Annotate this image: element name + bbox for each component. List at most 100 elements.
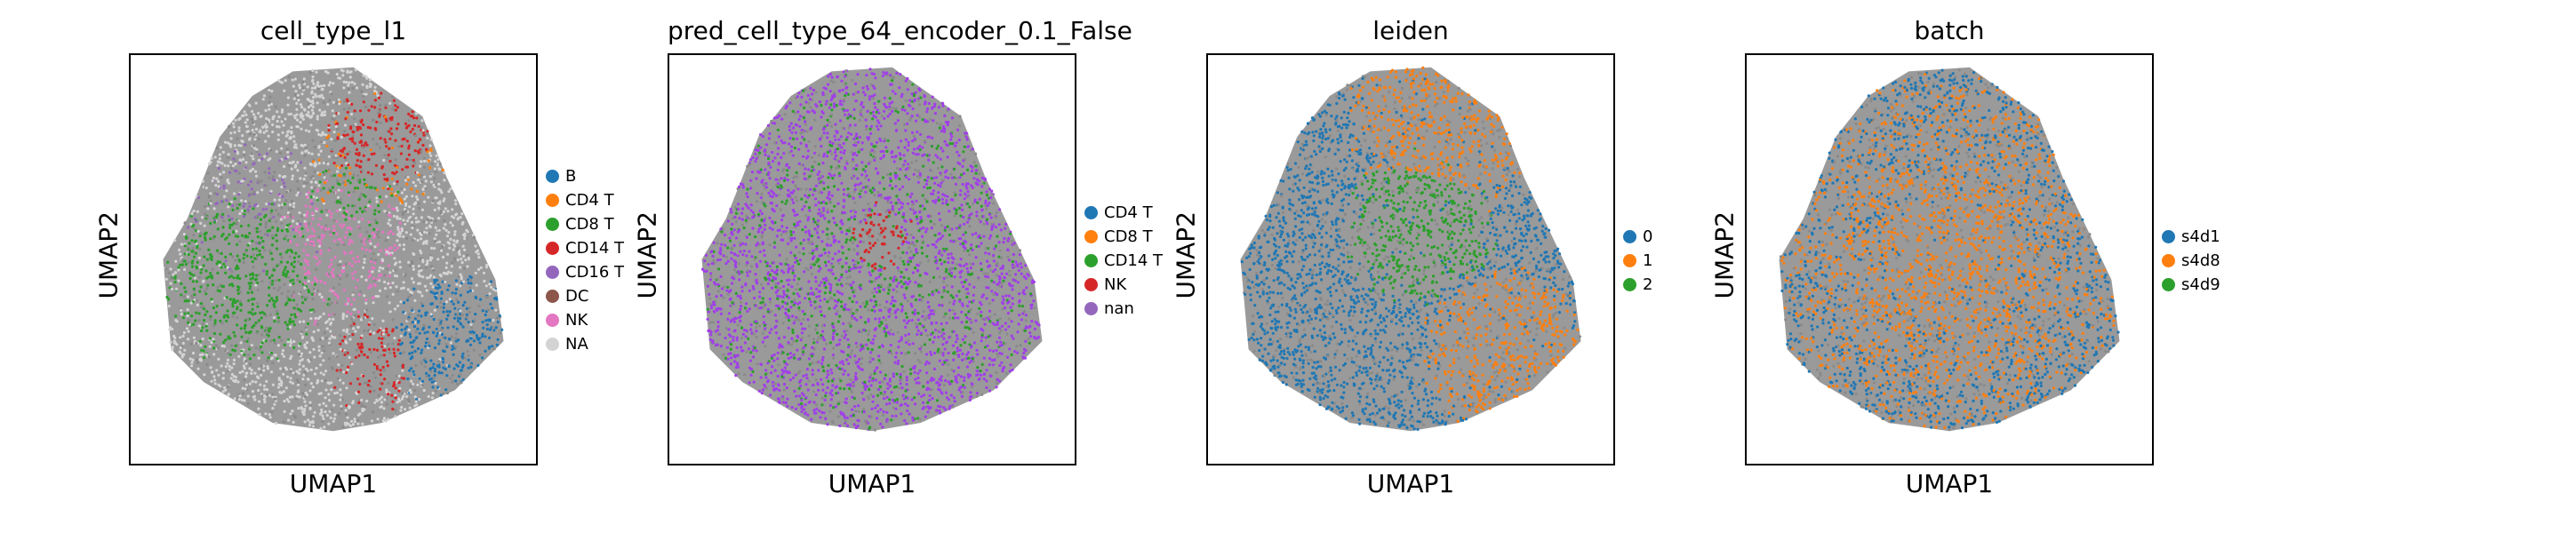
scatter-point (292, 139, 296, 143)
scatter-point (295, 101, 299, 105)
scatter-point (962, 285, 965, 289)
scatter-point (302, 249, 306, 252)
scatter-point (444, 300, 449, 304)
scatter-point (372, 389, 376, 393)
scatter-point (401, 365, 404, 370)
scatter-point (370, 105, 373, 108)
scatter-point (847, 248, 851, 251)
scatter-point (301, 335, 305, 338)
scatter-point (822, 347, 827, 351)
scatter-point (323, 84, 326, 88)
scatter-point (303, 282, 307, 285)
scatter-point (421, 304, 425, 307)
scatter-point (394, 386, 397, 390)
scatter-point (492, 318, 495, 322)
scatter-point (396, 342, 400, 346)
scatter-point (341, 339, 345, 343)
scatter-point (760, 282, 764, 286)
scatter-point (355, 286, 358, 290)
scatter-point (972, 161, 976, 164)
scatter-point (834, 299, 837, 303)
scatter-point (298, 230, 301, 235)
scatter-point (220, 251, 223, 255)
scatter-point (990, 189, 994, 193)
scatter-point (398, 260, 402, 264)
scatter-point (891, 90, 895, 93)
scatter-point (325, 213, 329, 217)
scatter-point (808, 362, 812, 366)
scatter-point (231, 299, 235, 303)
scatter-point (871, 235, 875, 238)
scatter-point (762, 249, 766, 252)
scatter-point (853, 187, 857, 191)
scatter-point (469, 282, 473, 285)
scatter-point (264, 108, 268, 112)
scatter-point (352, 322, 356, 326)
scatter-point (252, 354, 256, 357)
scatter-point (199, 221, 203, 225)
scatter-point (459, 284, 462, 288)
scatter-point (300, 352, 303, 355)
scatter-point (352, 173, 356, 177)
scatter-point (383, 210, 387, 213)
scatter-point (463, 237, 467, 241)
scatter-point (413, 349, 417, 353)
scatter-point (333, 139, 337, 142)
scatter-point (420, 180, 424, 184)
scatter-point (228, 203, 231, 206)
scatter-point (174, 259, 178, 263)
scatter-point (385, 253, 388, 257)
scatter-point (205, 258, 209, 261)
scatter-point (339, 201, 342, 204)
scatter-point (311, 240, 315, 244)
scatter-point (306, 85, 309, 89)
scatter-point (304, 391, 308, 394)
scatter-point (164, 267, 168, 271)
scatter-point (377, 203, 380, 207)
scatter-point (327, 357, 331, 361)
scatter-point (361, 422, 364, 426)
scatter-point (201, 353, 204, 356)
scatter-point (211, 267, 214, 271)
scatter-point (468, 343, 473, 346)
scatter-point (304, 225, 308, 228)
scatter-point (363, 178, 366, 181)
scatter-point (339, 334, 342, 338)
scatter-point (215, 193, 219, 196)
scatter-point (364, 105, 368, 109)
scatter-point (350, 240, 354, 243)
scatter-point (295, 226, 299, 229)
scatter-point (299, 177, 302, 180)
scatter-point (423, 230, 427, 234)
scatter-point (273, 354, 276, 357)
scatter-point (250, 255, 253, 259)
scatter-point (438, 285, 442, 289)
scatter-point (323, 176, 326, 179)
scatter-point (868, 228, 872, 232)
scatter-point (437, 338, 441, 342)
scatter-point (719, 294, 723, 298)
scatter-point (400, 187, 404, 190)
scatter-point (236, 291, 240, 296)
scatter-point (330, 259, 333, 262)
scatter-point (271, 395, 275, 399)
scatter-point (972, 330, 975, 334)
scatter-point (322, 298, 325, 302)
scatter-point (840, 305, 844, 308)
scatter-point (780, 233, 783, 236)
scatter-point (443, 349, 446, 354)
scatter-point (303, 298, 308, 301)
scatter-point (925, 255, 929, 259)
scatter-point (258, 153, 261, 156)
scatter-point (1030, 320, 1034, 323)
scatter-point (855, 132, 859, 136)
scatter-point (451, 260, 454, 265)
scatter-point (274, 105, 277, 108)
scatter-point (348, 262, 351, 266)
scatter-point (289, 412, 292, 416)
scatter-point (860, 257, 863, 260)
scatter-point (733, 268, 737, 272)
scatter-point (994, 267, 997, 272)
scatter-point (748, 218, 751, 221)
scatter-point (419, 257, 422, 260)
